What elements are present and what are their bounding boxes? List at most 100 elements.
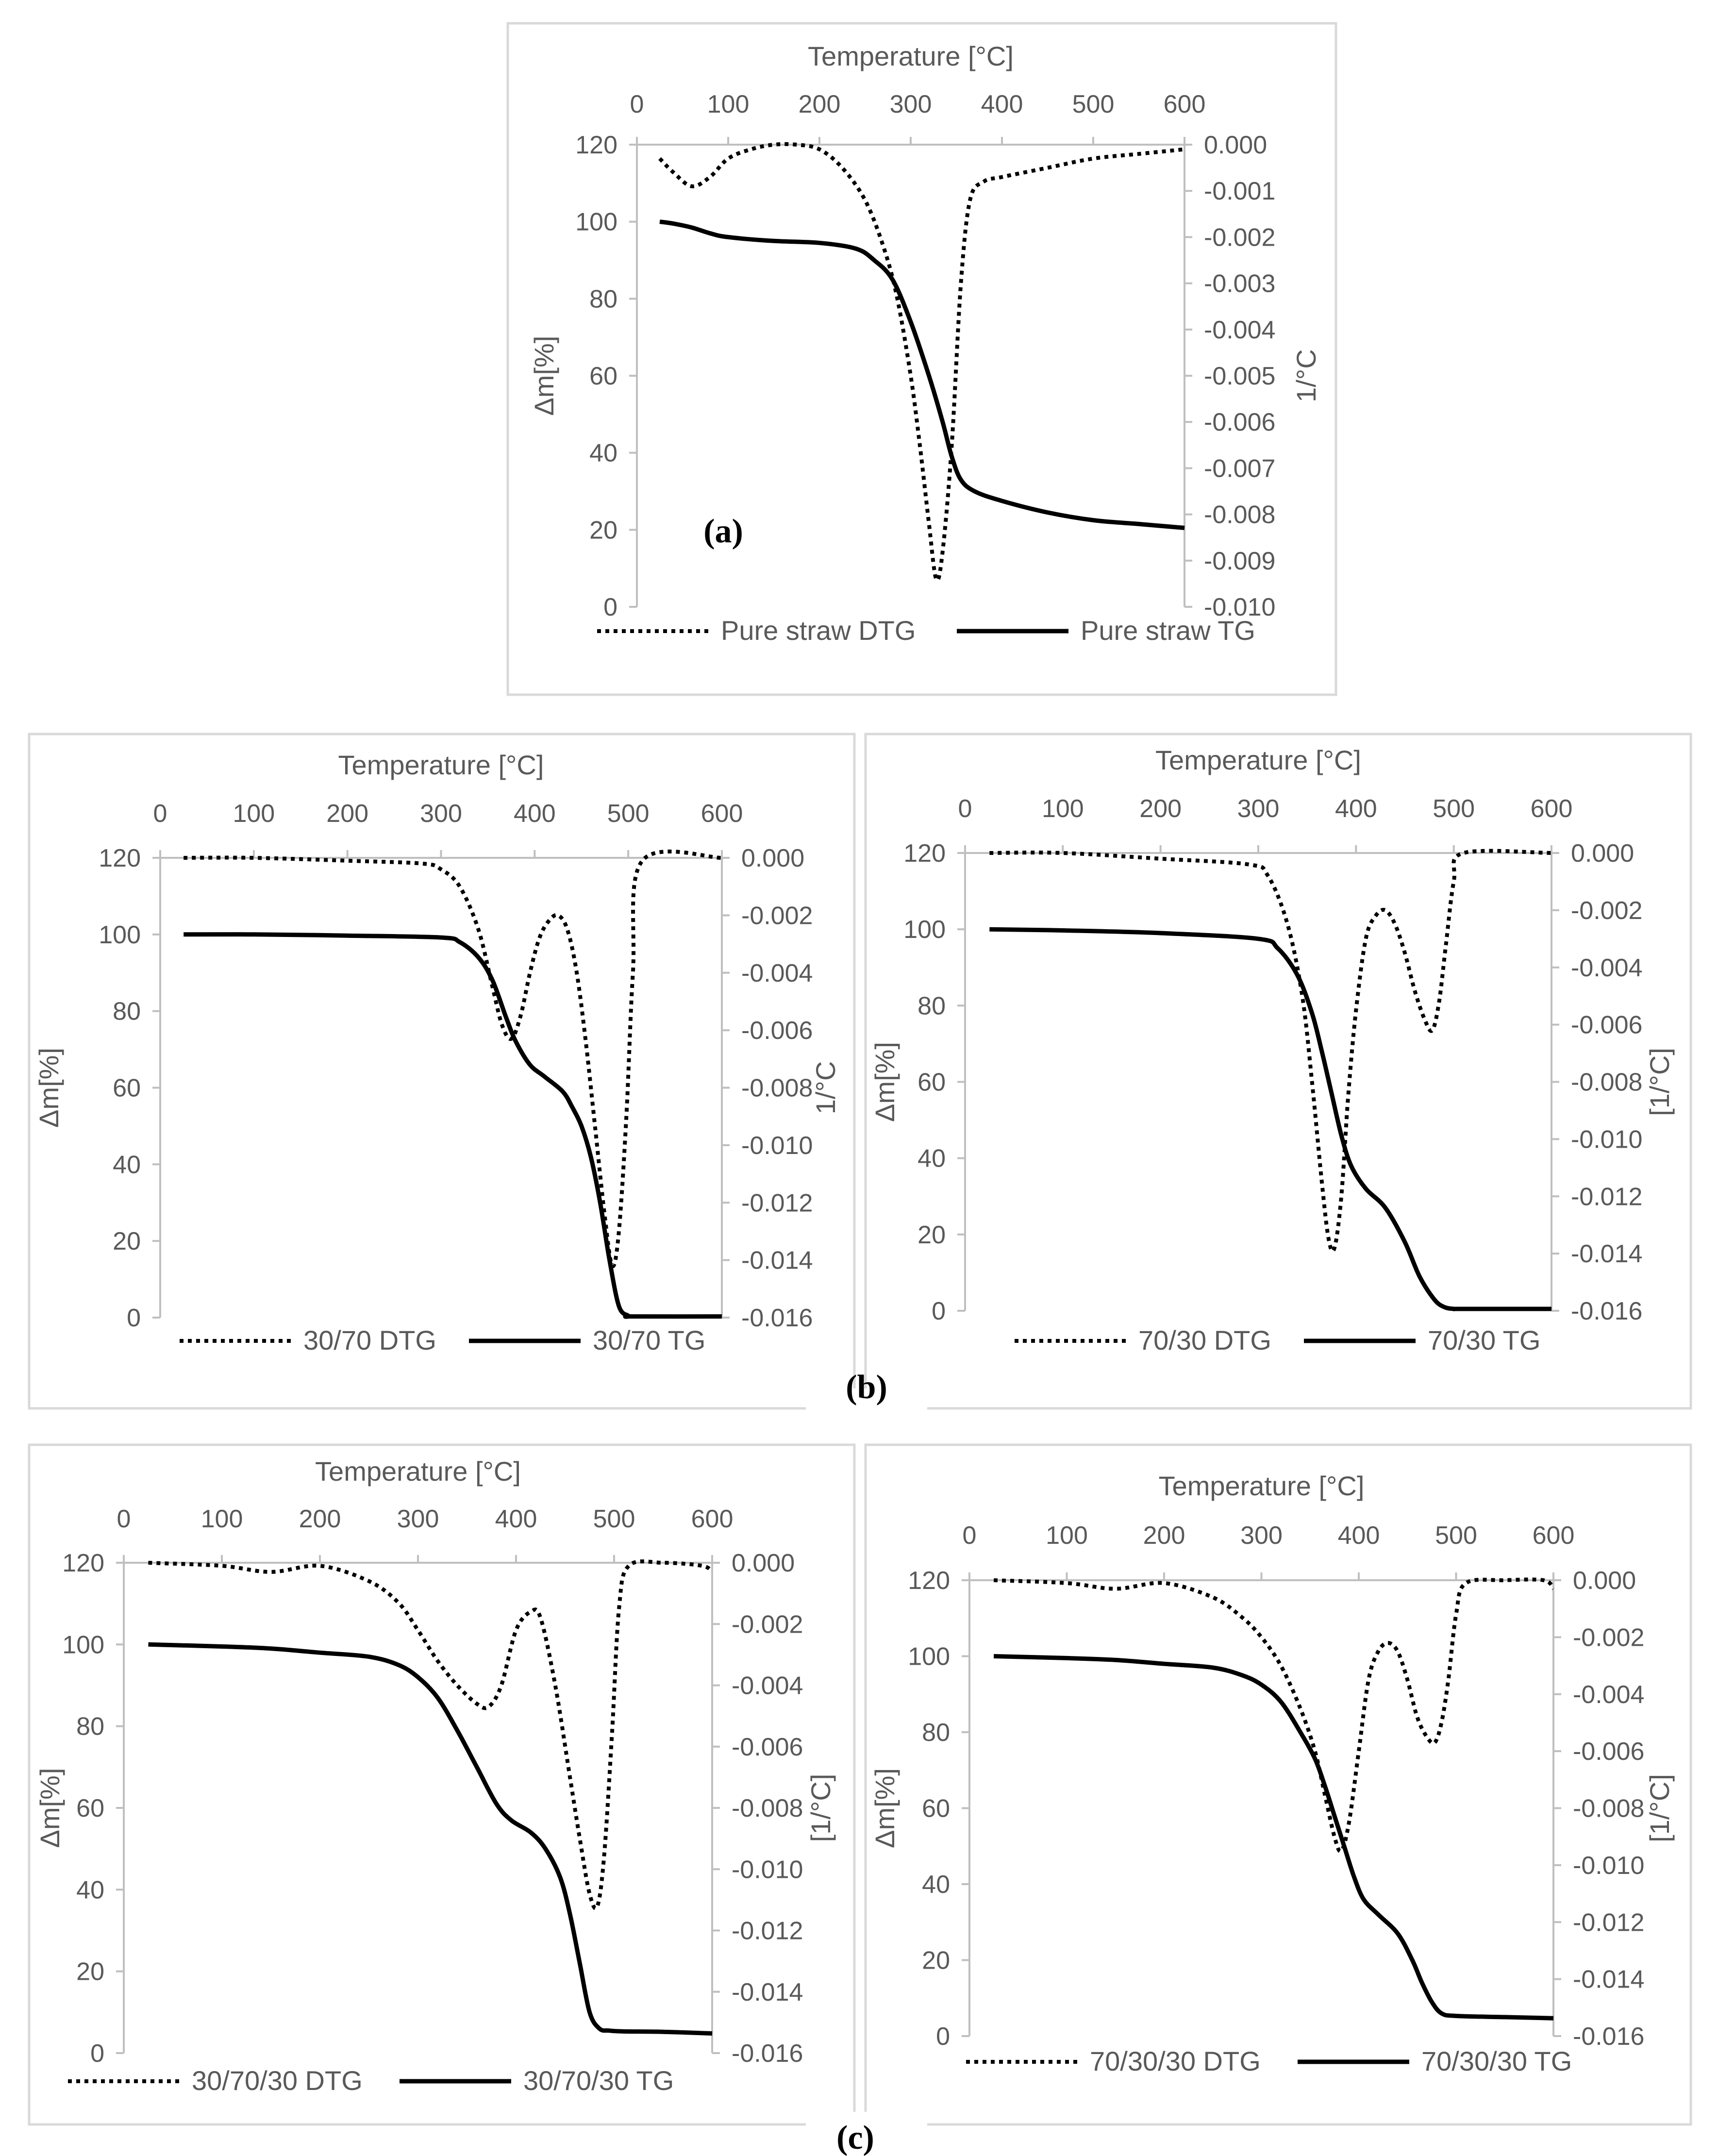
x-tick-label: 0 (958, 795, 972, 823)
y-tick-label: 0 (90, 2039, 104, 2068)
y2-tick-label: -0.002 (732, 1610, 803, 1638)
x-tick-label: 300 (1237, 795, 1280, 823)
legend-label: 70/30 DTG (1138, 1325, 1271, 1355)
y2-tick-label: 0.000 (741, 844, 804, 872)
y2-tick-label: -0.004 (1571, 954, 1642, 982)
y2-tick-label: -0.008 (741, 1074, 813, 1103)
series-line-dtg (183, 849, 722, 1269)
x-tick-label: 400 (1338, 1521, 1380, 1550)
y2-tick-label: -0.010 (732, 1855, 803, 1884)
y-tick-label: 40 (113, 1151, 141, 1179)
y-tick-label: 20 (589, 516, 617, 544)
y2-tick-label: -0.006 (1204, 408, 1275, 436)
y2-tick-label: -0.012 (741, 1189, 813, 1217)
x-tick-label: 0 (153, 800, 167, 828)
series-line-tg (183, 932, 722, 1319)
legend-label: Pure straw TG (1081, 615, 1255, 646)
panel-label-b: (b) (846, 1369, 887, 1406)
y-tick-label: 100 (99, 921, 141, 949)
x-tick-label: 600 (1531, 795, 1573, 823)
y2-tick-label: 0.000 (1573, 1567, 1636, 1595)
legend-label: 30/70/30 DTG (192, 2065, 363, 2096)
x-tick-label: 400 (495, 1505, 537, 1533)
panel-label-a: (a) (703, 513, 743, 550)
y2-tick-label: 0.000 (1571, 839, 1634, 868)
x-axis-title: Temperature [°C] (315, 1456, 521, 1487)
x-tick-label: 500 (593, 1505, 635, 1533)
y2-tick-label: -0.010 (1573, 1852, 1644, 1880)
x-tick-label: 400 (514, 800, 556, 828)
y2-tick-label: -0.002 (741, 902, 813, 930)
y-tick-label: 0 (936, 2022, 950, 2051)
y-tick-label: 120 (908, 1567, 950, 1595)
y-tick-label: 0 (127, 1304, 141, 1332)
y2-tick-label: -0.002 (1571, 897, 1642, 925)
y2-tick-label: -0.004 (1573, 1681, 1644, 1709)
y2-tick-label: -0.002 (1573, 1623, 1644, 1652)
y-axis-title: Δm[%] (529, 336, 559, 416)
y-axis-title: Δm[%] (34, 1768, 65, 1848)
x-tick-label: 600 (701, 800, 743, 828)
y2-tick-label: -0.014 (1573, 1966, 1644, 1994)
y2-tick-label: -0.012 (1571, 1183, 1642, 1211)
x-tick-label: 100 (1046, 1521, 1088, 1550)
x-tick-label: 600 (1164, 90, 1206, 118)
x-tick-label: 200 (799, 90, 841, 118)
x-axis-title: Temperature [°C] (338, 750, 544, 780)
y-tick-label: 80 (917, 992, 946, 1020)
y-tick-label: 80 (589, 285, 617, 313)
y2-tick-label: -0.016 (732, 2039, 803, 2068)
y2-axis-title: 1/°C (1291, 349, 1321, 402)
x-tick-label: 300 (420, 800, 462, 828)
y2-tick-label: -0.006 (1573, 1738, 1644, 1766)
panel-b2-frame (864, 733, 1692, 1410)
y-tick-label: 40 (917, 1145, 946, 1173)
y2-tick-label: -0.005 (1204, 362, 1275, 390)
y-tick-label: 20 (76, 1958, 104, 1986)
y2-axis-title: [1/°C] (1644, 1048, 1675, 1116)
panel-c2-frame (864, 1443, 1692, 2126)
x-tick-label: 200 (326, 800, 368, 828)
legend-label: Pure straw DTG (721, 615, 916, 646)
x-tick-label: 200 (1139, 795, 1182, 823)
x-tick-label: 600 (1533, 1521, 1575, 1550)
x-tick-label: 0 (630, 90, 644, 118)
y2-tick-label: -0.012 (1573, 1908, 1644, 1937)
x-tick-label: 100 (201, 1505, 243, 1533)
y-tick-label: 40 (589, 439, 617, 468)
y2-tick-label: -0.007 (1204, 454, 1275, 483)
x-tick-label: 200 (299, 1505, 341, 1533)
y-tick-label: 80 (113, 998, 141, 1026)
y2-tick-label: -0.008 (1571, 1069, 1642, 1097)
y-axis-title: Δm[%] (869, 1768, 900, 1848)
y2-tick-label: 0.000 (732, 1549, 795, 1577)
legend-label: 70/30/30 TG (1421, 2046, 1572, 2076)
y2-tick-label: -0.004 (732, 1672, 803, 1700)
y-tick-label: 120 (62, 1549, 104, 1577)
series-line-dtg (148, 1559, 714, 1911)
y-tick-label: 40 (76, 1876, 104, 1904)
y-tick-label: 60 (113, 1074, 141, 1103)
x-tick-label: 100 (707, 90, 750, 118)
y2-tick-label: -0.004 (741, 959, 813, 987)
y2-tick-label: -0.008 (732, 1794, 803, 1822)
x-tick-label: 100 (233, 800, 275, 828)
y2-tick-label: -0.010 (741, 1132, 813, 1160)
y-tick-label: 120 (99, 844, 141, 872)
y-tick-label: 60 (589, 362, 617, 390)
y2-tick-label: -0.002 (1204, 223, 1275, 251)
x-axis-title: Temperature [°C] (808, 41, 1014, 71)
series-line-dtg (989, 849, 1552, 1253)
x-tick-label: 0 (963, 1521, 977, 1550)
panel-c1-frame (28, 1443, 856, 2126)
y-axis-title: Δm[%] (869, 1042, 900, 1122)
y2-tick-label: -0.003 (1204, 270, 1275, 298)
y-tick-label: 20 (917, 1221, 946, 1249)
y2-tick-label: 0.000 (1204, 131, 1267, 159)
y-tick-label: 60 (922, 1795, 950, 1823)
y2-tick-label: -0.016 (1571, 1297, 1642, 1325)
y-tick-label: 20 (113, 1227, 141, 1255)
y-tick-label: 120 (903, 839, 946, 868)
x-tick-label: 500 (607, 800, 650, 828)
